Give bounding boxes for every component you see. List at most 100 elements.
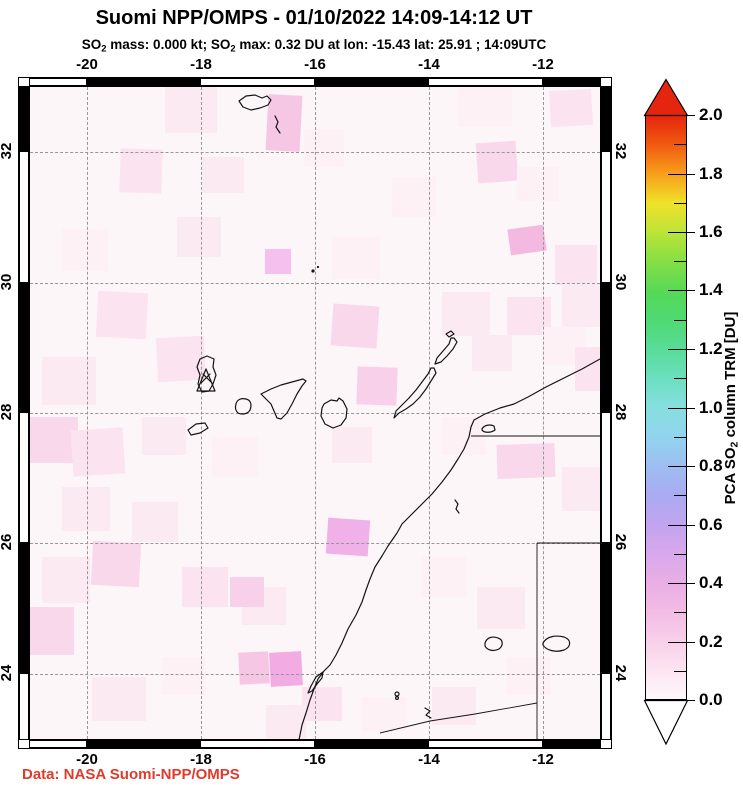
frame-band-right [601,86,611,740]
lon-tick-label: -16 [304,56,326,73]
gridline-parallel [30,152,600,153]
so2-cell [472,335,512,371]
so2-cell [362,697,406,731]
map-plot-area [29,86,601,740]
islands-desertas [274,115,281,134]
so2-cell [392,177,436,217]
frame-stripe-segment [19,151,29,283]
lon-tick-label: -18 [190,56,212,73]
lat-tick-label: 24 [612,664,629,682]
text-segment: 2 [728,441,741,448]
islet-selvagem-pequena [316,265,320,269]
island-la-palma [196,355,217,393]
lat-tick-label: 28 [612,403,629,421]
colorbar-minor-tick [674,612,687,613]
frame-stripe-segment [29,740,87,748]
text-segment: 2 [101,43,107,55]
frame-band-top [29,78,601,86]
frame-stripe-segment [19,412,29,543]
page-title: Suomi NPP/OMPS - 01/10/2022 14:09-14:12 … [95,7,533,29]
lon-tick-label: -20 [76,56,98,73]
text-segment: SO [81,37,102,52]
frame-stripe-segment [428,78,543,86]
so2-cell [304,129,344,167]
so2-cell [177,217,221,257]
text-segment: max: 0.32 DU at lon: -15.43 lat: 25.91 ;… [235,37,547,52]
text-segment: PCA SO [722,447,739,505]
lon-tick-label: -14 [418,56,440,73]
lat-tick-label: 24 [0,664,15,682]
frame-stripe-segment [200,740,315,748]
island-fuerteventura [393,367,437,419]
colorbar-arrow-top [643,78,689,117]
colorbar-major-tick [668,232,695,233]
colorbar-tick-label: 1.6 [699,222,723,241]
so2-cell [458,87,512,127]
so2-cell [30,607,74,655]
colorbar-major-tick [668,525,695,526]
so2-cell [142,417,186,455]
lat-tick-label: 32 [612,142,629,160]
text-segment: 2 [230,43,236,55]
so2-cell [265,249,291,274]
colorbar-major-tick [668,642,695,643]
gridline-parallel [30,674,600,675]
so2-cell [42,557,90,603]
colorbar-minor-tick [674,261,687,262]
colorbar-minor-tick [674,671,687,672]
colorbar-tick-label: 1.2 [699,339,723,358]
so2-cell [212,437,258,477]
colorbar-minor-tick [674,320,687,321]
sebkha-outline-east [542,635,571,652]
so2-cell [132,502,178,542]
frame-stripe-segment [86,740,201,748]
so2-cell [182,567,228,607]
colorbar-tick-label: 0.2 [699,632,723,651]
lat-tick-label: 28 [0,403,15,421]
frame-stripe-segment [200,78,315,86]
gridline-parallel [30,543,600,544]
axis-latitude-left: 32 30 28 26 24 [0,86,17,738]
lon-tick-label: -12 [532,751,554,768]
gridline-parallel [30,413,600,414]
so2-cell [562,467,600,511]
colorbar-tick-label: 0.6 [699,515,723,534]
lon-tick-label: -14 [418,751,440,768]
colorbar-minor-tick [674,554,687,555]
colorbar-minor-tick [674,378,687,379]
frame-band-bottom [29,740,601,748]
colorbar-major-tick [668,583,695,584]
colorbar-tick-label: 1.8 [699,164,723,183]
peninsula-dakhla [307,671,324,694]
axis-longitude-top: -20 -18 -16 -14 -12 [30,56,600,76]
colorbar-tick-label: 1.0 [699,398,723,417]
axis-longitude-bottom: -20 -18 -16 -14 -12 [30,751,600,771]
frame-band-left [19,86,29,740]
colorbar-minor-tick [674,437,687,438]
so2-cell [202,157,244,193]
coastal-islet [454,499,460,514]
so2-cell [332,427,372,463]
so2-cell [62,487,110,531]
volcano-marker-icon [196,368,216,392]
colorbar-major-tick [668,700,695,701]
colorbar-major-tick [668,174,695,175]
colorbar-major-tick [668,408,695,409]
colorbar-tick-label: 0.8 [699,456,723,475]
frame-stripe-segment [542,78,601,86]
lon-tick-label: -18 [190,751,212,768]
island-la-graciosa [445,330,455,338]
lat-tick-label: 32 [0,142,15,160]
frame-stripe-segment [19,542,29,674]
lon-tick-label: -12 [532,56,554,73]
island-lanzarote [434,337,458,365]
island-gran-canaria [320,397,348,429]
colorbar-major-tick [668,349,695,350]
so2-cell [442,292,490,336]
text-segment: column TRM [DU] [722,311,739,442]
so2-cell-layer [30,87,600,739]
so2-cell [555,245,597,285]
so2-cell [477,587,525,629]
lagoon-khnifiss [481,424,496,433]
